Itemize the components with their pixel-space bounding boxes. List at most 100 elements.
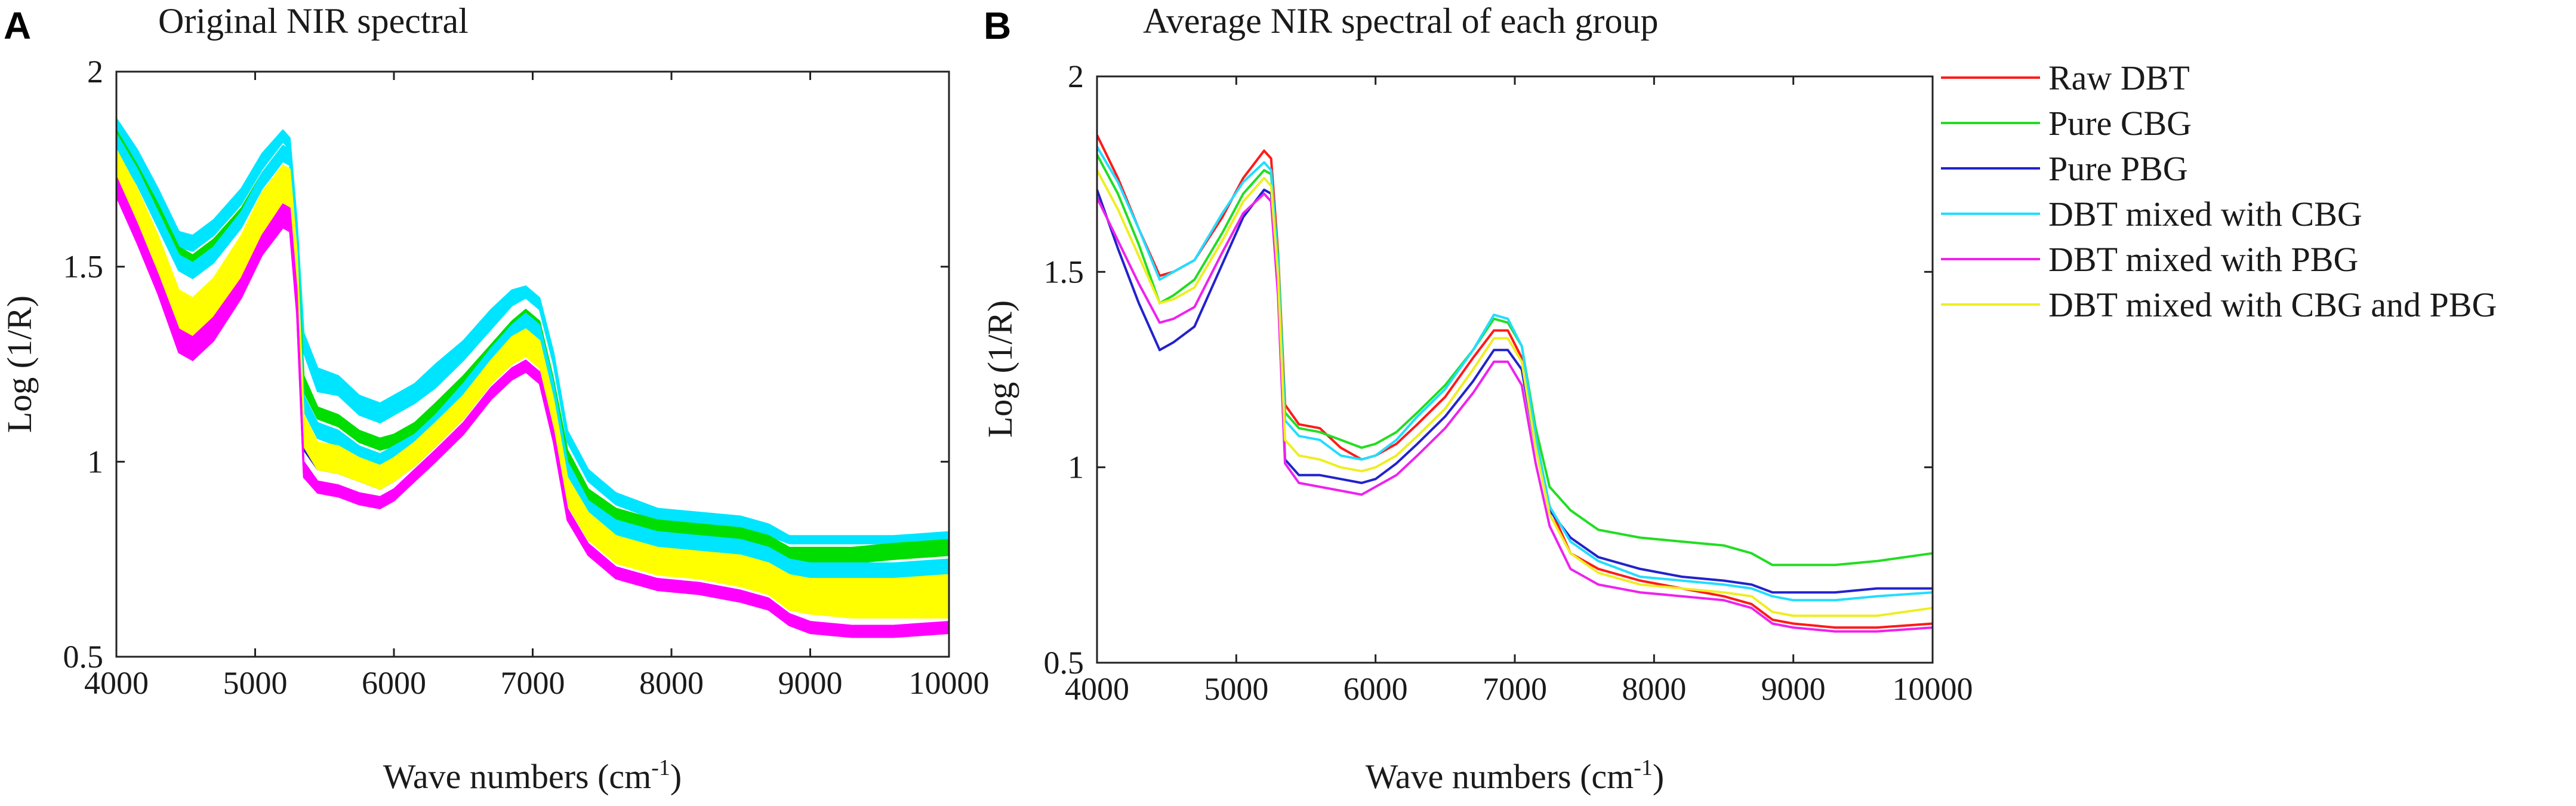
- b-ytick-label: 2: [1068, 59, 1084, 94]
- band-fill-pure-pbg: [116, 169, 949, 595]
- spectrum-line-dbt-mixed-with-pbg: [115, 196, 950, 638]
- spectrum-line-raw-dbt: [115, 134, 950, 542]
- panel-b-axes-frame: [1096, 75, 1934, 664]
- panel-b-ylabel: Log (1/R): [981, 300, 1019, 438]
- spectrum-line-raw-dbt: [115, 130, 950, 541]
- panel-b-legend: Raw DBT Pure CBG Pure PBG DBT mixed with CB…: [1941, 59, 2497, 324]
- spectrum-line-dbt-mixed-with-cbg-and-pbg: [115, 180, 950, 614]
- a-xtick-label: 7000: [501, 665, 565, 701]
- spectrum-line-dbt-mixed-with-pbg: [115, 193, 950, 637]
- panel-a: A Original NIR spectral 4000 5000 6000 7000…: [0, 1, 990, 796]
- spectrum-line-dbt-mixed-with-cbg-and-pbg: [115, 170, 950, 603]
- spectrum-line-dbt-mixed-with-cbg-and-pbg: [115, 163, 950, 595]
- series-band-raw-dbt: [115, 118, 950, 544]
- a-ytick-label: 0.5: [63, 639, 104, 675]
- panel-b-xlabel-sup: -1: [1634, 755, 1653, 780]
- spectrum-line-dbt-mixed-with-pbg: [115, 179, 950, 628]
- b-ytick-label: 0.5: [1044, 645, 1084, 681]
- spectrum-line-dbt-mixed-with-cbg-and-pbg: [115, 173, 950, 606]
- panel-b-title: Average NIR spectral of each group: [1143, 1, 1659, 41]
- series-line-dbt-mixed-with-cbg-and-pbg: [1096, 170, 1933, 617]
- spectrum-line-pure-pbg: [115, 170, 950, 589]
- spectrum-line-dbt-mixed-with-cbg: [115, 137, 950, 568]
- spectrum-line-dbt-mixed-with-cbg-and-pbg: [115, 181, 950, 616]
- b-ytick-label: 1: [1068, 450, 1084, 485]
- spectrum-line-dbt-mixed-with-cbg-and-pbg: [115, 149, 950, 580]
- b-xtick-label: 7000: [1483, 671, 1547, 707]
- a-xtick-label: 6000: [362, 665, 426, 701]
- spectrum-line-dbt-mixed-with-cbg-and-pbg: [115, 156, 950, 587]
- spectrum-line-pure-cbg: [115, 130, 950, 549]
- a-xtick-label: 4000: [84, 665, 149, 701]
- panel-a-ylabel: Log (1/R): [0, 296, 39, 433]
- spectrum-line-dbt-mixed-with-pbg: [115, 181, 950, 629]
- panel-b: B Average NIR spectral of each group 400…: [981, 1, 2497, 796]
- legend-label-dbt-mixed-with-cbg-and-pbg: DBT mixed with CBG and PBG: [2048, 285, 2497, 324]
- spectrum-line-dbt-mixed-with-cbg-and-pbg: [115, 158, 950, 590]
- legend-label-dbt-mixed-with-cbg: DBT mixed with CBG: [2048, 195, 2362, 233]
- b-xtick-label: 10000: [1893, 671, 1973, 707]
- panel-b-ticks: 4000 5000 6000 7000 8000 9000 10000 0.5 1 1.5 2: [1044, 59, 1973, 707]
- spectrum-line-dbt-mixed-with-cbg: [115, 139, 950, 570]
- series-line-dbt-mixed-with-pbg: [1096, 192, 1933, 633]
- spectrum-line-raw-dbt: [115, 132, 950, 542]
- spectrum-line-dbt-mixed-with-cbg-and-pbg: [115, 177, 950, 611]
- spectrum-line-dbt-mixed-with-cbg-and-pbg: [115, 161, 950, 593]
- panel-b-xlabel-close: ): [1653, 757, 1664, 796]
- spectrum-line-dbt-mixed-with-pbg: [115, 189, 950, 635]
- panel-a-xlabel-close: ): [670, 757, 682, 796]
- series-line-dbt-mixed-with-cbg: [1096, 146, 1933, 602]
- spectrum-line-raw-dbt: [115, 127, 950, 540]
- b-xtick-label: 9000: [1761, 671, 1826, 707]
- series-band-dbt-mixed-with-pbg: [115, 176, 950, 638]
- series-band-dbt-mixed-with-cbg-and-pbg: [115, 149, 950, 619]
- spectrum-line-dbt-mixed-with-pbg: [115, 185, 950, 632]
- panel-a-ticks: 4000 5000 6000 7000 8000 9000 10000 0.5 1 1.5 2: [63, 54, 990, 701]
- series-line-pure-cbg: [1096, 153, 1933, 567]
- a-xtick-label: 5000: [223, 665, 288, 701]
- panel-a-xlabel-sup: -1: [651, 755, 670, 780]
- b-xtick-label: 6000: [1344, 671, 1408, 707]
- a-xtick-label: 10000: [909, 665, 990, 701]
- legend-label-raw-dbt: Raw DBT: [2048, 59, 2190, 97]
- b-ytick-label: 1.5: [1044, 254, 1084, 290]
- spectrum-line-dbt-mixed-with-cbg-and-pbg: [115, 153, 950, 585]
- spectrum-line-raw-dbt: [115, 119, 950, 537]
- panel-b-xlabel-text: Wave numbers (cm: [1366, 757, 1634, 796]
- spectrum-line-raw-dbt: [115, 123, 950, 539]
- a-ytick-label: 1: [87, 444, 103, 479]
- spectrum-line-raw-dbt: [115, 128, 950, 540]
- spectrum-line-raw-dbt: [115, 136, 950, 543]
- panel-b-plot-area: [1096, 134, 1933, 633]
- spectrum-line-raw-dbt: [115, 118, 950, 537]
- spectrum-line-raw-dbt: [115, 137, 950, 543]
- spectrum-line-dbt-mixed-with-cbg-and-pbg: [115, 168, 950, 601]
- spectrum-line-dbt-mixed-with-pbg: [115, 192, 950, 636]
- series-line-pure-pbg: [1096, 188, 1933, 594]
- a-xtick-label: 8000: [639, 665, 704, 701]
- panel-a-plot-area: [115, 118, 950, 638]
- panel-b-letter: B: [984, 4, 1011, 47]
- panel-b-xlabel: Wave numbers (cm-1): [1366, 755, 1664, 796]
- series-line-raw-dbt: [1096, 134, 1933, 629]
- spectrum-line-pure-cbg: [115, 130, 950, 550]
- spectrum-line-dbt-mixed-with-pbg: [115, 183, 950, 630]
- panel-a-letter: A: [4, 4, 31, 47]
- spectrum-line-raw-dbt: [115, 139, 950, 544]
- b-xtick-label: 5000: [1204, 671, 1268, 707]
- spectrum-line-raw-dbt: [115, 121, 950, 538]
- a-ytick-label: 1.5: [63, 249, 104, 285]
- spectrum-line-dbt-mixed-with-cbg-and-pbg: [115, 152, 950, 582]
- spectrum-line-dbt-mixed-with-cbg: [115, 135, 950, 566]
- spectrum-line-dbt-mixed-with-pbg: [115, 176, 950, 626]
- a-ytick-label: 2: [87, 54, 103, 90]
- spectrum-line-dbt-mixed-with-cbg: [115, 133, 950, 564]
- spectrum-line-dbt-mixed-with-pbg: [115, 187, 950, 633]
- b-xtick-label: 8000: [1622, 671, 1686, 707]
- panel-a-xlabel: Wave numbers (cm-1): [383, 755, 682, 796]
- b-xtick-label: 4000: [1065, 671, 1129, 707]
- a-xtick-label: 9000: [778, 665, 843, 701]
- series-band-pure-pbg: [115, 168, 950, 595]
- legend-label-pure-cbg: Pure CBG: [2048, 104, 2192, 143]
